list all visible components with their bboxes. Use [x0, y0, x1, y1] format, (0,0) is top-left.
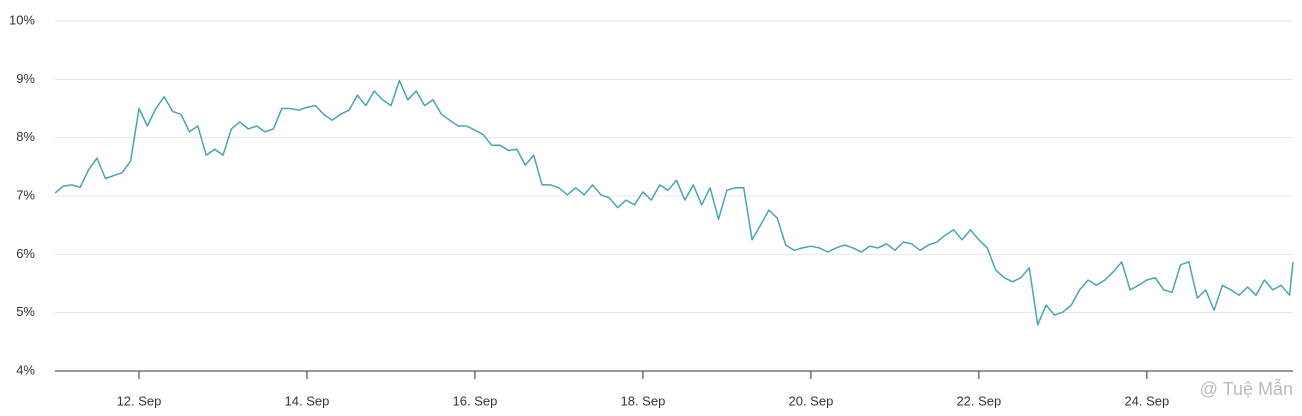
- y-tick-label: 5%: [16, 304, 35, 319]
- watermark: @ Tuệ Mẫn: [1200, 378, 1293, 399]
- x-tick-label: 20. Sep: [788, 393, 833, 408]
- y-tick-label: 6%: [16, 246, 35, 261]
- y-tick-label: 8%: [16, 129, 35, 144]
- x-tick-label: 22. Sep: [956, 393, 1001, 408]
- y-tick-label: 7%: [16, 187, 35, 202]
- x-tick-label: 14. Sep: [285, 393, 330, 408]
- x-tick-label: 18. Sep: [621, 393, 666, 408]
- x-tick-label: 24. Sep: [1124, 393, 1169, 408]
- x-tick-label: 16. Sep: [453, 393, 498, 408]
- y-tick-label: 4%: [16, 362, 35, 377]
- x-tick-label: 12. Sep: [117, 393, 162, 408]
- line: [54, 79, 1294, 326]
- y-tick-label: 9%: [16, 71, 35, 86]
- y-tick-label: 10%: [9, 12, 35, 27]
